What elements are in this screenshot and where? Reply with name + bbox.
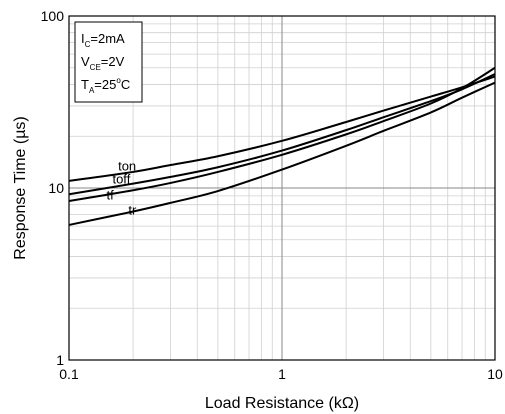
condition-line: VCE=2V bbox=[81, 54, 125, 72]
x-axis-label: Load Resistance (kΩ) bbox=[205, 395, 359, 412]
series-line-tf bbox=[68, 66, 496, 203]
x-tick-label: 1 bbox=[278, 366, 286, 382]
series-line-tr bbox=[68, 81, 496, 226]
series-lines bbox=[68, 66, 496, 226]
series-line-ton bbox=[68, 75, 496, 182]
y-tick-label: 100 bbox=[41, 8, 65, 24]
y-axis-label: Response Time (µs) bbox=[12, 116, 29, 259]
series-label-tr: tr bbox=[128, 203, 137, 218]
y-tick-label: 1 bbox=[56, 352, 64, 368]
series-label-tf: tf bbox=[107, 187, 115, 202]
series-label-ton: ton bbox=[118, 159, 136, 174]
y-tick-labels: 1 10 100 bbox=[41, 8, 65, 368]
x-tick-label: 10 bbox=[487, 366, 503, 382]
condition-line: IC=2mA bbox=[81, 31, 125, 49]
y-tick-label: 10 bbox=[48, 180, 64, 196]
condition-line: TA=25oC bbox=[81, 76, 130, 95]
x-tick-label: 0.1 bbox=[59, 366, 79, 382]
plot-frame bbox=[68, 15, 496, 361]
conditions-frame bbox=[74, 21, 143, 103]
test-conditions-box: IC=2mA VCE=2V TA=25oC bbox=[74, 21, 143, 103]
x-tick-labels: 0.1 1 10 bbox=[59, 366, 503, 382]
series-label-toff: toff bbox=[112, 172, 130, 187]
